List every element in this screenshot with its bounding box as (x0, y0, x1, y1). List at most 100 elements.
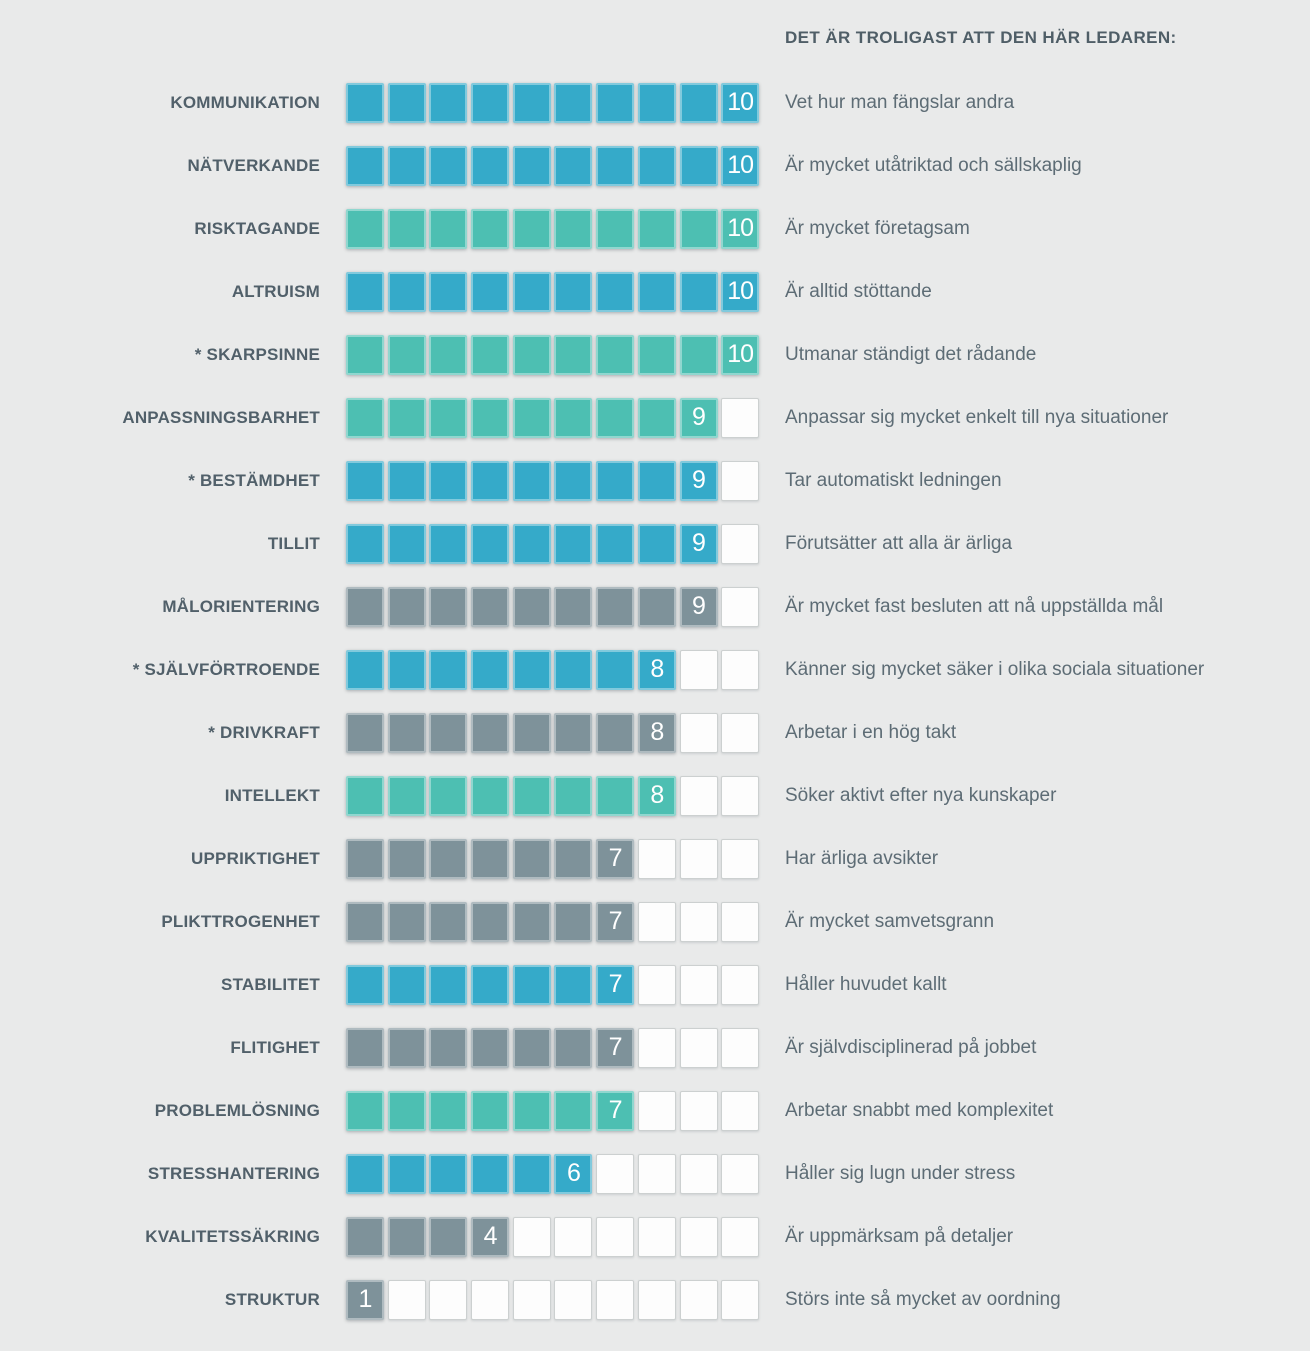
score-cell-empty (721, 398, 760, 438)
score-cell-filled (387, 398, 426, 438)
trait-label: * BESTÄMDHET (188, 471, 320, 490)
score-cell-filled (679, 146, 718, 186)
score-cell-filled (471, 776, 510, 816)
score-bar: 9 (346, 398, 760, 438)
score-cell-filled (346, 839, 384, 879)
score-cell-empty (679, 713, 718, 753)
score-cell-filled (387, 1091, 426, 1131)
trait-label: STRUKTUR (224, 1290, 320, 1309)
score-cell-filled (637, 398, 676, 438)
score-cell-filled (387, 965, 426, 1005)
trait-description: Störs inte så mycket av oordning (785, 1289, 1061, 1310)
score-cell-filled (512, 398, 551, 438)
score-value-cell: 10 (721, 335, 760, 375)
score-bar: 4 (346, 1217, 760, 1257)
score-value-cell: 10 (721, 209, 760, 249)
score-cell-filled (387, 776, 426, 816)
score-cell-filled (429, 146, 468, 186)
trait-row: PLIKTTROGENHET 7 Är mycket samvetsgrann (0, 902, 1310, 942)
score-cell-filled (346, 776, 384, 816)
trait-label: * SJÄLVFÖRTROENDE (132, 660, 320, 679)
trait-label: FLITIGHET (230, 1038, 320, 1057)
trait-row: STRESSHANTERING 6 Håller sig lugn under … (0, 1154, 1310, 1194)
score-cell-filled (512, 272, 551, 312)
trait-description: Är mycket utåtriktad och sällskaplig (785, 155, 1082, 176)
score-bar: 6 (346, 1154, 760, 1194)
score-cell-empty (721, 776, 760, 816)
score-cell-filled (596, 83, 635, 123)
score-cell-filled (346, 650, 384, 690)
score-cell-filled (596, 461, 635, 501)
trait-row: NÄTVERKANDE 10 Är mycket utåtriktad och … (0, 146, 1310, 186)
score-cell-empty (721, 839, 760, 879)
score-cell-filled (596, 587, 635, 627)
trait-description: Håller huvudet kallt (785, 974, 947, 995)
score-cell-filled (429, 776, 468, 816)
trait-description: Utmanar ständigt det rådande (785, 344, 1037, 365)
score-cell-empty (387, 1280, 426, 1320)
score-cell-filled (512, 335, 551, 375)
score-cell-filled (596, 713, 635, 753)
trait-description: Är mycket fast besluten att nå uppställd… (785, 596, 1164, 617)
score-cell-filled (429, 1154, 468, 1194)
score-cell-filled (387, 1217, 426, 1257)
score-cell-filled (679, 83, 718, 123)
score-cell-empty (596, 1154, 635, 1194)
score-cell-filled (346, 146, 384, 186)
score-cell-filled (387, 146, 426, 186)
score-bar: 7 (346, 902, 760, 942)
score-cell-filled (512, 146, 551, 186)
score-cell-filled (346, 965, 384, 1005)
trait-label: * DRIVKRAFT (208, 723, 320, 742)
score-cell-filled (387, 1154, 426, 1194)
score-cell-empty (679, 776, 718, 816)
score-cell-filled (554, 839, 593, 879)
score-cell-filled (637, 209, 676, 249)
score-cell-filled (429, 839, 468, 879)
score-bar: 7 (346, 965, 760, 1005)
score-value-cell: 9 (679, 524, 718, 564)
score-cell-filled (471, 461, 510, 501)
score-bar: 7 (346, 1028, 760, 1068)
score-cell-filled (554, 272, 593, 312)
score-cell-filled (679, 272, 718, 312)
score-cell-empty (679, 965, 718, 1005)
score-cell-filled (512, 1028, 551, 1068)
score-value-cell: 7 (596, 965, 635, 1005)
score-cell-filled (429, 713, 468, 753)
score-cell-filled (429, 461, 468, 501)
score-cell-filled (471, 1091, 510, 1131)
score-cell-filled (596, 398, 635, 438)
score-cell-empty (554, 1217, 593, 1257)
score-cell-filled (429, 524, 468, 564)
trait-description: Håller sig lugn under stress (785, 1163, 1016, 1184)
trait-description: Söker aktivt efter nya kunskaper (785, 785, 1057, 806)
score-cell-filled (387, 587, 426, 627)
score-bar: 8 (346, 776, 760, 816)
score-cell-empty (637, 902, 676, 942)
trait-label: INTELLEKT (224, 786, 320, 805)
trait-row: FLITIGHET 7 Är självdisciplinerad på job… (0, 1028, 1310, 1068)
score-cell-filled (637, 83, 676, 123)
score-cell-filled (512, 1154, 551, 1194)
score-bar: 10 (346, 209, 760, 249)
score-cell-empty (721, 461, 760, 501)
score-cell-filled (637, 587, 676, 627)
score-cell-filled (596, 524, 635, 564)
score-cell-filled (387, 272, 426, 312)
score-cell-filled (429, 335, 468, 375)
score-cell-empty (679, 1154, 718, 1194)
score-value-cell: 8 (637, 776, 676, 816)
trait-row: UPPRIKTIGHET 7 Har ärliga avsikter (0, 839, 1310, 879)
score-value-cell: 7 (596, 902, 635, 942)
trait-description: Är mycket samvetsgrann (785, 911, 995, 932)
trait-row: STABILITET 7 Håller huvudet kallt (0, 965, 1310, 1005)
trait-label: MÅLORIENTERING (162, 597, 320, 616)
trait-row: KVALITETSSÄKRING 4 Är uppmärksam på deta… (0, 1217, 1310, 1257)
score-value-cell: 8 (637, 650, 676, 690)
score-cell-filled (512, 839, 551, 879)
score-cell-filled (346, 461, 384, 501)
score-cell-filled (346, 209, 384, 249)
trait-row: * BESTÄMDHET 9 Tar automatiskt ledningen (0, 461, 1310, 501)
